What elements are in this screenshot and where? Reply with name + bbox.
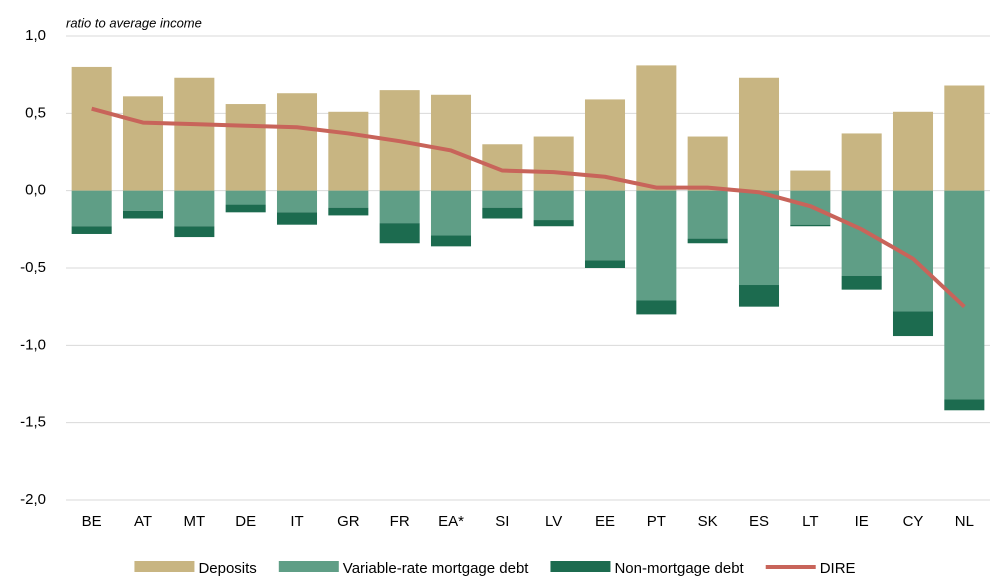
x-tick-label: MT <box>183 513 205 530</box>
y-tick-label: -0,5 <box>20 259 46 276</box>
bar-segment <box>636 65 677 191</box>
bar-segment <box>430 190 472 236</box>
x-tick-label: PT <box>647 513 666 530</box>
bar-segment <box>276 190 318 213</box>
legend-swatch <box>550 561 611 572</box>
bar-segment <box>790 170 831 191</box>
bar-segment <box>174 190 215 227</box>
x-tick-label: IT <box>290 513 303 530</box>
bar-segment <box>944 399 985 411</box>
x-tick-label: EE <box>595 513 615 530</box>
bar-segment <box>225 190 266 205</box>
bar-segment <box>841 190 882 276</box>
line-series <box>91 106 966 309</box>
bar-segment <box>430 235 472 247</box>
bar-segment <box>636 300 677 315</box>
bar-segment <box>225 104 266 191</box>
bar-segment <box>738 285 780 307</box>
legend-swatch <box>278 561 339 572</box>
bar-segment <box>276 93 318 191</box>
bar-segment <box>533 136 574 191</box>
bar-segment <box>584 190 626 261</box>
bar-segment <box>328 190 369 208</box>
bar-segment <box>122 210 164 219</box>
y-tick-label: -2,0 <box>20 491 46 508</box>
bar-segment <box>636 190 677 301</box>
bar-segment <box>533 190 574 221</box>
y-tick-label: 0,5 <box>25 104 46 121</box>
bar-segment <box>687 190 728 239</box>
bar-segment <box>892 111 934 191</box>
bar-segment <box>533 220 574 227</box>
grid <box>66 35 990 501</box>
x-tick-label: AT <box>134 513 152 530</box>
x-tick-label: DE <box>235 513 256 530</box>
bar-segment <box>430 94 472 191</box>
bar-segment <box>584 260 626 268</box>
bar-segment <box>379 223 420 244</box>
bar-segment <box>379 190 420 224</box>
x-tick-label: NL <box>955 513 974 530</box>
bar-segment <box>790 224 831 227</box>
bar-segment <box>122 96 164 191</box>
bar-segment <box>841 275 882 290</box>
bar-segment <box>841 133 882 191</box>
legend: Deposits Variable-rate mortgage debt Non-m… <box>134 560 856 577</box>
bar-segment <box>892 311 934 337</box>
x-tick-label: EA* <box>438 513 464 530</box>
x-tick-label: ES <box>749 513 769 530</box>
x-tick-label: CY <box>903 513 924 530</box>
bar-segment <box>738 77 780 191</box>
x-tick-label: LV <box>545 513 562 530</box>
bar-segment <box>174 77 215 191</box>
bar-segment <box>71 226 112 234</box>
y-tick-label: 0,0 <box>25 182 46 199</box>
bar-segment <box>71 190 112 227</box>
x-tick-label: BE <box>82 513 102 530</box>
legend-label: Deposits <box>198 560 256 577</box>
y-axis-label: ratio to average income <box>66 15 202 30</box>
bar-segment <box>482 207 523 219</box>
bar-segment <box>944 85 985 191</box>
x-tick-label: IE <box>855 513 869 530</box>
x-tick-label: FR <box>390 513 410 530</box>
y-tick-label: -1,5 <box>20 414 46 431</box>
bar-segment <box>687 238 728 244</box>
x-tick-label: SI <box>495 513 509 530</box>
bar-segment <box>225 204 266 213</box>
bar-segment <box>328 207 369 216</box>
y-tick-label: 1,0 <box>25 27 46 44</box>
bar-segment <box>687 136 728 191</box>
bar-segment <box>328 111 369 191</box>
bars <box>71 65 985 411</box>
legend-label: DIRE <box>820 560 856 577</box>
x-tick-label: GR <box>337 513 360 530</box>
bar-segment <box>71 66 112 191</box>
legend-label: Non-mortgage debt <box>614 560 744 577</box>
bar-segment <box>482 190 523 208</box>
x-tick-label: SK <box>698 513 718 530</box>
bar-segment <box>738 190 780 286</box>
bar-segment <box>122 190 164 211</box>
legend-label: Variable-rate mortgage debt <box>343 560 529 577</box>
bar-segment <box>174 226 215 238</box>
bar-segment <box>482 144 523 191</box>
bar-segment <box>276 212 318 225</box>
y-tick-label: -1,0 <box>20 336 46 353</box>
legend-swatch <box>134 561 195 572</box>
x-tick-label: LT <box>802 513 818 530</box>
